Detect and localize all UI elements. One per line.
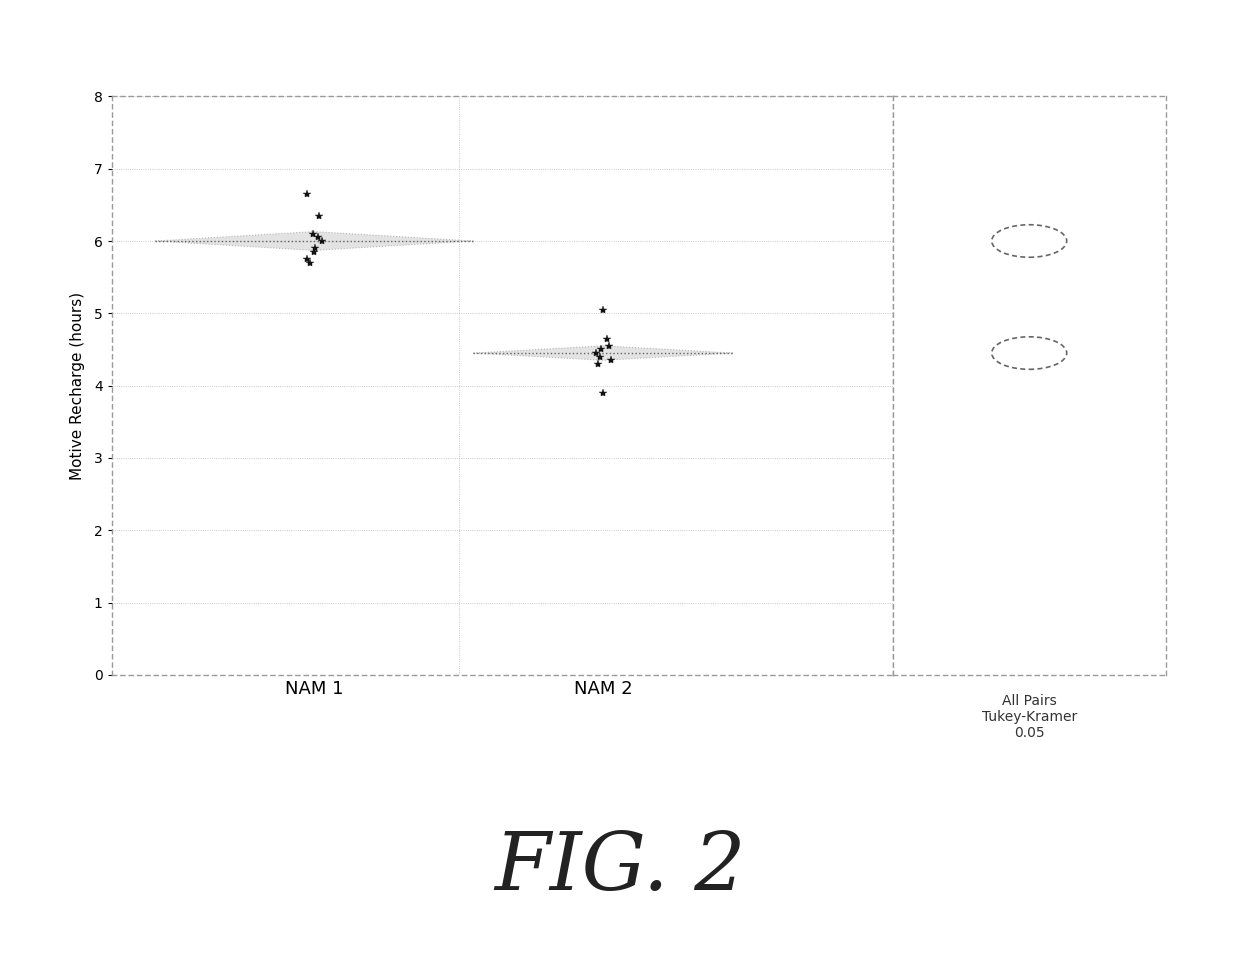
- Text: All Pairs
Tukey-Kramer
0.05: All Pairs Tukey-Kramer 0.05: [982, 694, 1076, 740]
- Polygon shape: [474, 346, 734, 361]
- Polygon shape: [155, 231, 474, 251]
- Text: FIG. 2: FIG. 2: [495, 829, 745, 906]
- Y-axis label: Motive Recharge (hours): Motive Recharge (hours): [71, 291, 86, 480]
